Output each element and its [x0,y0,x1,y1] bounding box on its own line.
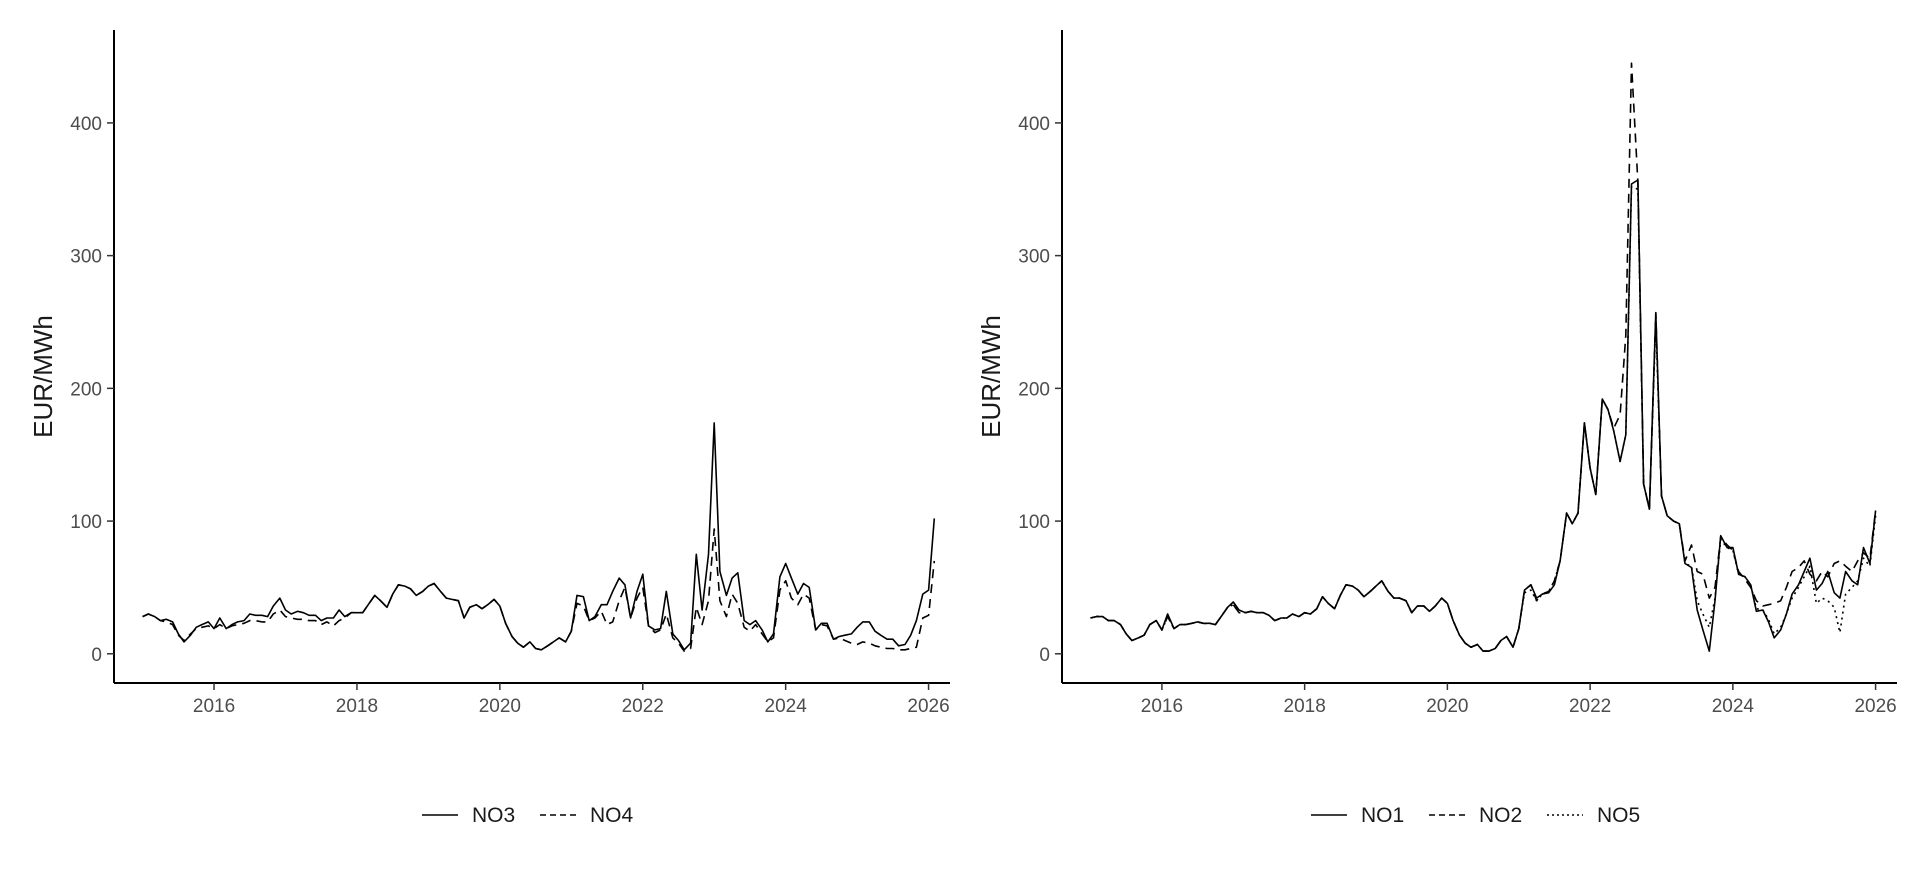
legend-label-no2: NO2 [1479,804,1522,827]
legend: NO1 NO2 NO5 [1311,804,1640,827]
y-tick-label: 200 [1018,379,1050,400]
y-axis-title: EUR/MWh [976,315,1006,438]
x-tick-label: 2016 [193,696,235,717]
legend-label-no4: NO4 [590,804,634,827]
series-line-no1 [1090,179,1877,652]
x-tick-label: 2024 [1712,696,1755,717]
x-tick-label: 2026 [1854,696,1896,717]
legend-label-no5: NO5 [1597,804,1640,827]
series-line-no2 [1090,62,1877,652]
x-tick-label: 2018 [336,696,378,717]
y-axis-title: EUR/MWh [28,315,58,438]
x-tick-label: 2022 [622,696,664,717]
x-tick-label: 2020 [479,696,521,717]
y-tick-label: 100 [70,512,102,533]
legend-label-no3: NO3 [472,804,515,827]
y-tick-label: 0 [91,645,102,666]
legend: NO3 NO4 [422,804,634,827]
chart-panel-2: 0 100 200 300 400 2016 2018 2020 2022 2024 2026 EUR… [976,30,1897,827]
x-tick-label: 2024 [765,696,808,717]
series-line-no4 [142,528,936,652]
y-tick-label: 400 [1018,114,1050,135]
x-tick-label: 2016 [1141,696,1183,717]
legend-label-no1: NO1 [1361,804,1404,827]
x-tick-label: 2020 [1426,696,1468,717]
y-tick-label: 300 [1018,247,1050,268]
x-tick-label: 2022 [1569,696,1611,717]
y-tick-label: 300 [70,247,102,268]
chart-panel-1: 0 100 200 300 400 2016 2018 2020 2022 2024 2026 EUR… [28,30,950,827]
x-tick-label: 2018 [1284,696,1326,717]
y-tick-label: 100 [1018,512,1050,533]
series-line-no5 [1090,185,1877,652]
x-tick-label: 2026 [907,696,949,717]
y-tick-label: 0 [1039,645,1050,666]
y-tick-label: 400 [70,114,102,135]
y-tick-label: 200 [70,379,102,400]
series-line-no3 [142,422,936,651]
